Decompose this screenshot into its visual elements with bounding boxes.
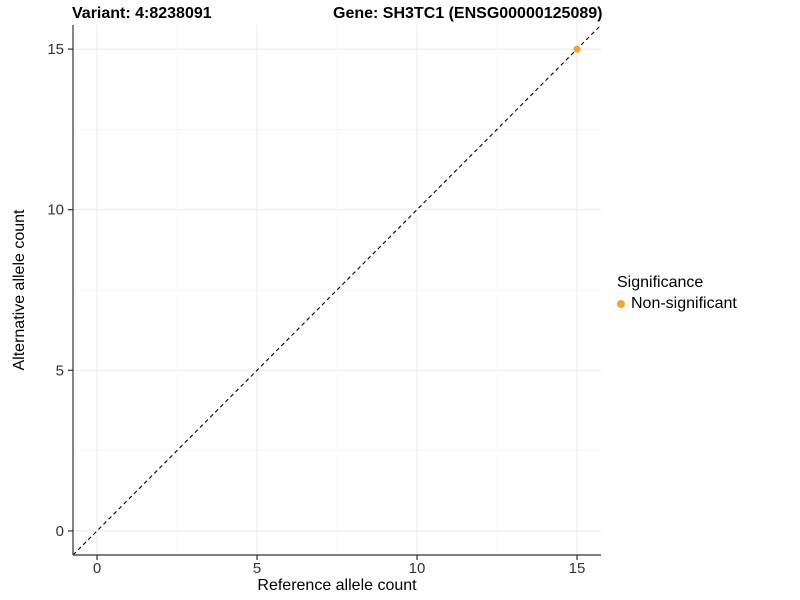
plot-title-gene: Gene: SH3TC1 (ENSG00000125089)	[333, 5, 603, 22]
legend-point-icon	[617, 300, 625, 308]
x-axis-title: Reference allele count	[257, 577, 417, 594]
x-tick-label: 0	[93, 560, 101, 577]
data-point	[573, 45, 581, 53]
y-tick-label: 5	[56, 362, 64, 379]
y-tick-label: 0	[56, 523, 64, 540]
x-tick-label: 15	[569, 560, 586, 577]
x-tick-label: 5	[253, 560, 261, 577]
legend-entry-label: Non-significant	[631, 295, 737, 312]
identity-dashed-line	[72, 24, 602, 556]
legend-entry: Non-significant	[617, 295, 737, 313]
x-tick-label: 10	[409, 560, 426, 577]
plot-title-variant: Variant: 4:8238091	[72, 5, 212, 22]
y-axis-title: Alternative allele count	[11, 209, 28, 371]
legend-title: Significance	[617, 274, 704, 291]
y-tick-label: 15	[47, 41, 64, 58]
legend: Significance Non-significant	[617, 274, 737, 313]
y-tick-label: 10	[47, 202, 64, 219]
